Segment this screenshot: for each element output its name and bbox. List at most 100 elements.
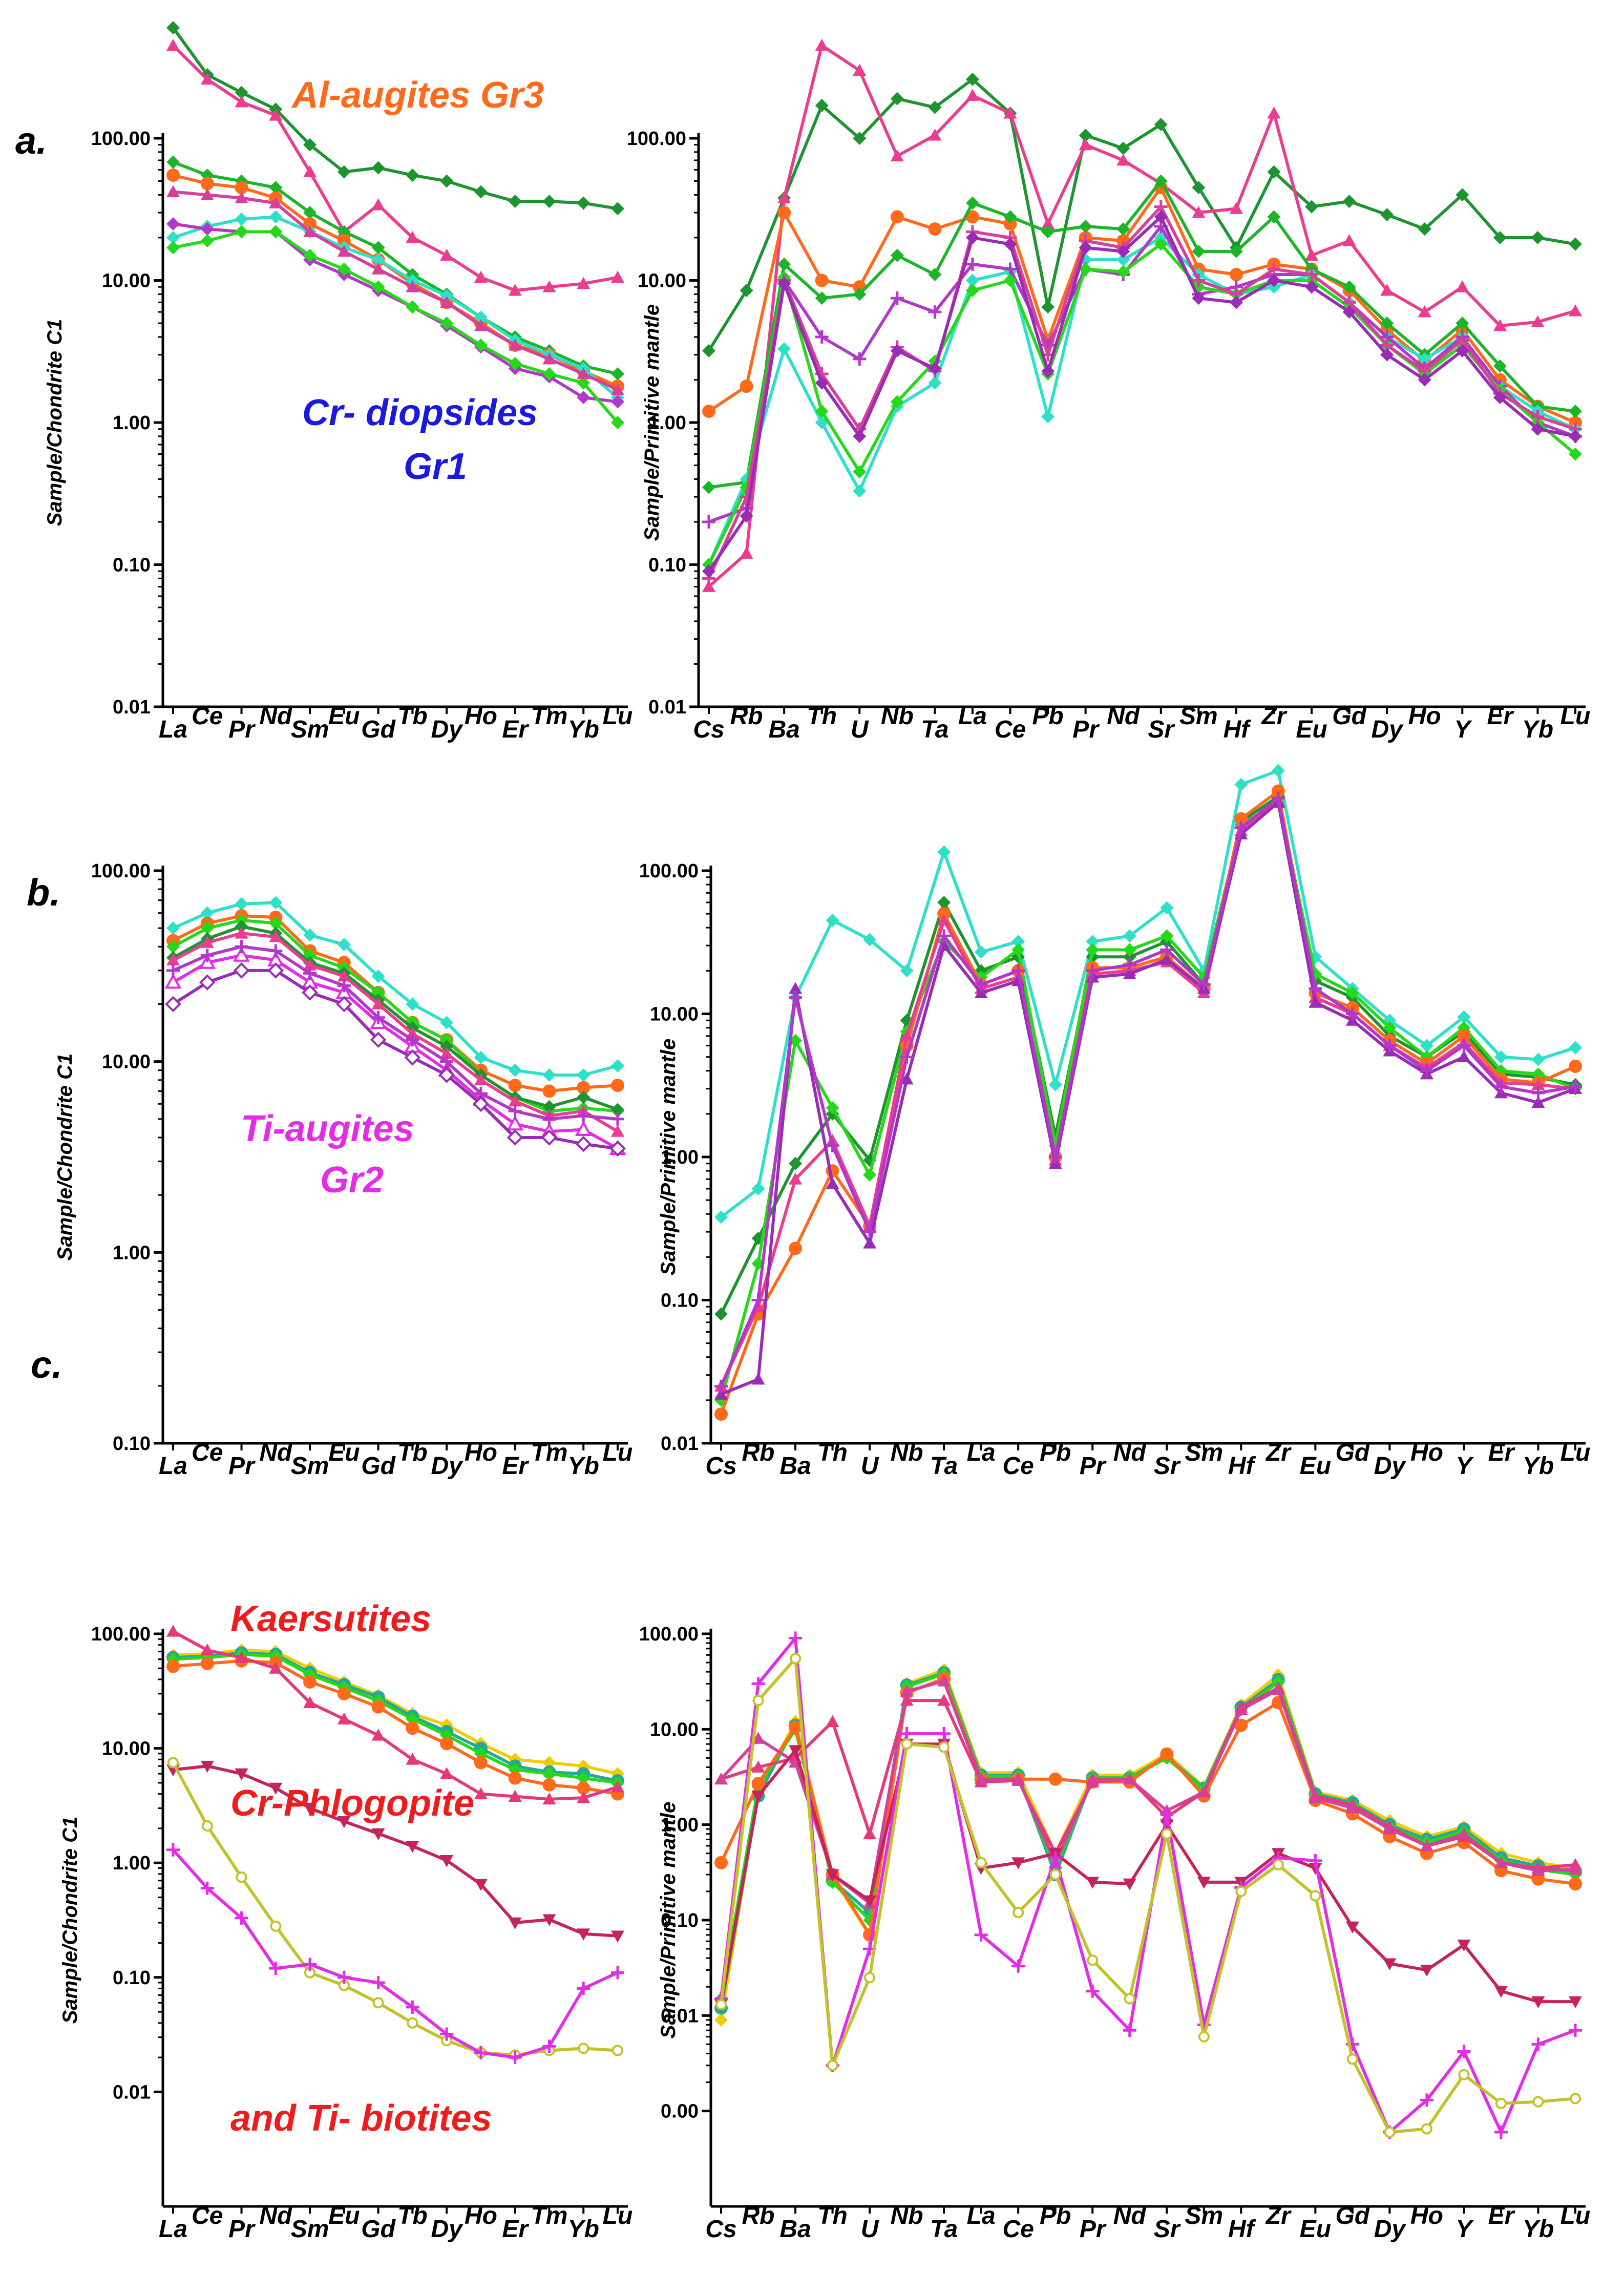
data-point-p1 (1531, 315, 1545, 328)
data-point-p2 (1305, 268, 1319, 282)
x-tick-label: La (967, 2202, 996, 2229)
data-point-m1 (1160, 1807, 1174, 1821)
series-line-g2 (708, 179, 1576, 489)
data-point-r1 (303, 1803, 317, 1815)
data-point-p1 (826, 1715, 839, 1727)
data-point-o1 (1569, 1877, 1582, 1891)
data-point-m1 (611, 395, 624, 409)
data-point-m1 (1003, 262, 1017, 276)
series-line-p1 (720, 798, 1576, 1387)
data-point-p1 (815, 38, 829, 51)
data-point-m2 (900, 1050, 914, 1064)
series-line-k1 (172, 1762, 618, 2057)
data-point-p2 (1531, 410, 1545, 424)
data-point-g1 (1192, 181, 1206, 195)
data-point-p1 (474, 270, 488, 283)
data-point-m3 (302, 984, 318, 1001)
data-point-m2 (1494, 1080, 1508, 1093)
data-point-p1 (166, 38, 180, 51)
x-tick-label: Dy (431, 2216, 463, 2243)
data-point-g1 (1531, 230, 1545, 244)
data-point-c1 (235, 212, 248, 226)
data-point-o1 (1234, 812, 1248, 826)
y-tick-label: 0.10 (113, 1433, 151, 1455)
annotation-ti-augites: Ti-augites (241, 1108, 414, 1149)
data-point-r1 (440, 1855, 454, 1867)
x-tick-label: Lu (603, 2202, 633, 2229)
x-tick-label: Cs (705, 2216, 736, 2243)
data-point-p1 (1079, 138, 1092, 151)
data-point-g1 (928, 100, 942, 114)
data-point-m1 (863, 1236, 877, 1249)
data-point-p2 (1086, 1772, 1100, 1785)
x-tick-label: Gd (1336, 2202, 1370, 2229)
data-point-m2 (789, 991, 803, 1004)
x-tick-label: Eu (328, 2202, 360, 2229)
data-point-k1 (1569, 2093, 1581, 2104)
data-point-g1 (577, 1090, 590, 1104)
data-point-p1 (371, 997, 385, 1009)
data-point-p1 (1493, 319, 1507, 331)
data-point-l1 (166, 940, 180, 954)
data-point-p1 (611, 270, 624, 283)
x-tick-label: Ba (779, 2216, 811, 2243)
x-tick-label: Gd (361, 2216, 396, 2243)
x-tick-label: Er (1487, 703, 1514, 730)
data-point-m2 (702, 564, 715, 578)
y-tick-label: 0.01 (661, 1433, 699, 1455)
x-tick-label: Ho (1410, 2202, 1443, 2229)
data-point-k1 (1310, 1890, 1321, 1902)
data-point-m1 (1531, 1096, 1545, 1108)
data-point-m2 (303, 966, 317, 980)
annotation-gr2: Gr2 (320, 1160, 384, 1201)
data-point-c1 (853, 484, 867, 498)
x-tick-label: Ce (192, 703, 223, 730)
x-tick-label: Lu (603, 1439, 633, 1466)
data-point-g2 (928, 268, 942, 282)
y-tick-label: 10.00 (650, 1719, 699, 1740)
data-point-r1 (1457, 1939, 1471, 1952)
data-point-p1 (900, 1029, 914, 1042)
data-point-m1 (1011, 1959, 1025, 1973)
data-point-g1 (1380, 208, 1394, 222)
data-point-c1 (474, 1050, 488, 1064)
data-point-p2 (542, 352, 556, 365)
data-point-c1 (1494, 1050, 1508, 1064)
data-point-c1 (269, 210, 283, 224)
x-tick-label: Sr (1148, 716, 1175, 743)
data-point-p1 (1305, 248, 1319, 261)
data-point-m2 (200, 949, 214, 962)
data-point-k1 (611, 2045, 624, 2056)
data-point-m1 (1420, 2093, 1433, 2107)
data-point-r1 (200, 1760, 214, 1773)
y-tick-label: 100.00 (627, 128, 686, 150)
data-point-p1 (937, 1694, 951, 1706)
data-point-g1 (1041, 300, 1055, 314)
data-point-m1 (440, 2027, 454, 2041)
x-tick-label: Yb (568, 1453, 599, 1480)
data-point-o1 (1160, 1747, 1174, 1761)
x-tick-label: Pr (228, 2216, 256, 2243)
y-tick-label: 100.00 (639, 1624, 699, 1645)
series-line-m1 (172, 954, 619, 1150)
data-point-r1 (337, 1816, 351, 1828)
data-point-p1 (928, 129, 942, 141)
series-line-m2 (720, 796, 1576, 1387)
data-point-m3 (233, 962, 250, 979)
x-tick-label: Yb (1523, 2216, 1554, 2243)
data-point-p2 (1271, 1683, 1285, 1695)
x-tick-label: Pb (1032, 703, 1063, 730)
data-point-m1 (937, 1727, 951, 1740)
data-point-m2 (777, 277, 791, 290)
y-axis-label: Sample/Chondrite C1 (54, 1054, 76, 1261)
data-point-c1 (269, 896, 283, 910)
data-point-m2 (928, 362, 942, 375)
data-point-p1 (406, 1753, 419, 1765)
x-tick-label: Eu (1300, 2216, 1331, 2243)
data-point-m1 (1123, 2024, 1136, 2037)
data-point-m3 (404, 1049, 421, 1066)
y-tick-label: 1.00 (661, 1147, 699, 1168)
x-tick-label: Gd (361, 1453, 396, 1480)
data-point-p1 (235, 1651, 248, 1663)
data-point-o1 (1234, 1718, 1248, 1732)
